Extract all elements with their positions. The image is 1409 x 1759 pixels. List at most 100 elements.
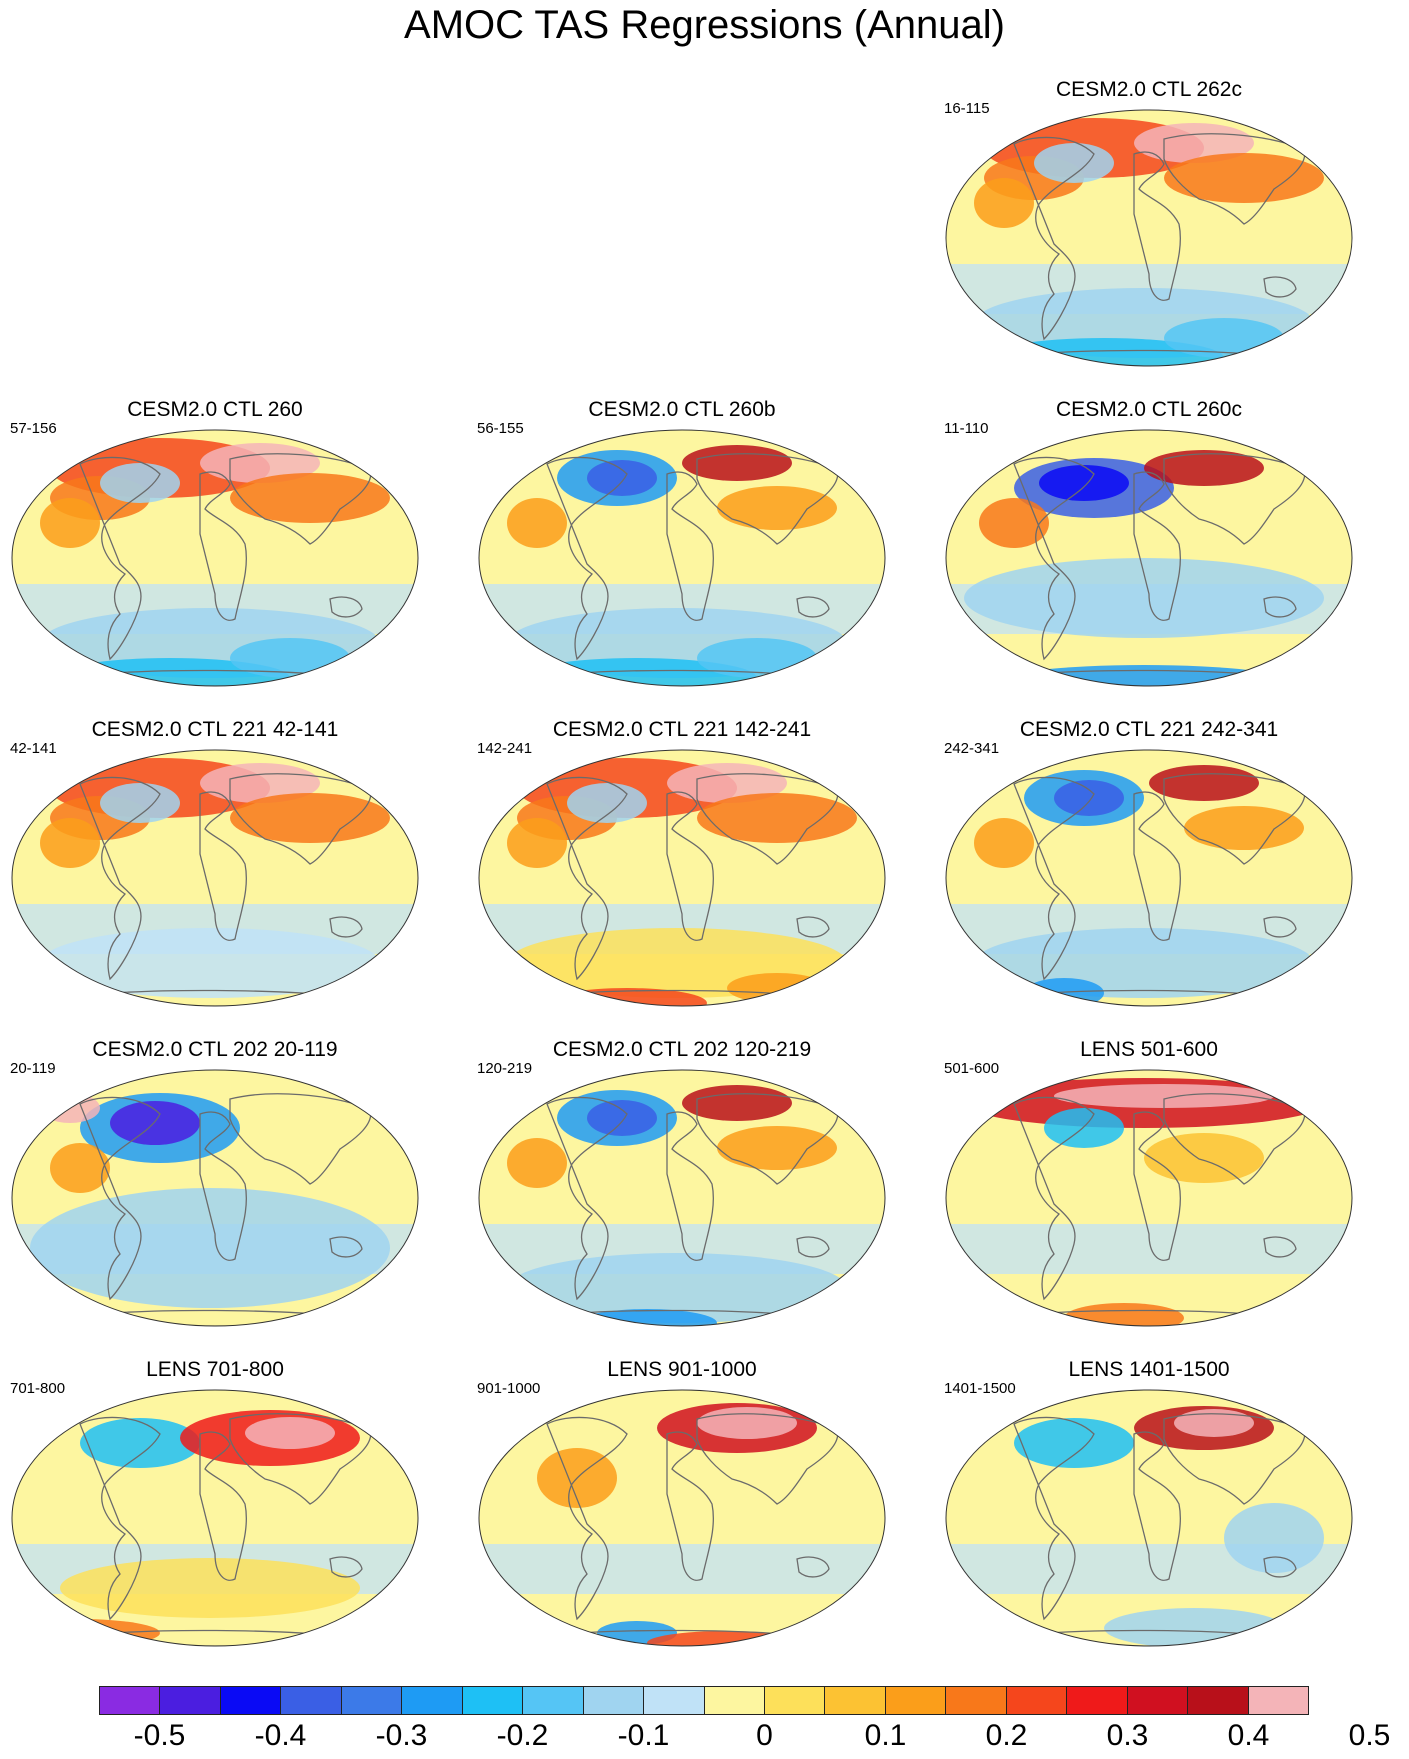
colorbar-box [462, 1687, 524, 1714]
coastline [546, 1096, 628, 1301]
coastline [696, 773, 839, 865]
map-field-patch [567, 783, 647, 823]
panel-title: CESM2.0 CTL 260b [588, 398, 776, 421]
coastline [199, 471, 247, 621]
map-outline [945, 109, 1353, 367]
colorbar [99, 1686, 1309, 1715]
map-field-patch [507, 1253, 847, 1323]
map-field-patch [50, 1143, 110, 1193]
map-outline [11, 1389, 419, 1647]
coastline [696, 1093, 839, 1185]
coastline [666, 791, 714, 941]
colorbar-tick-label: 0.1 [864, 1719, 907, 1752]
map-panel: LENS 501-600 501-600 [944, 1038, 1404, 1348]
panel-title: CESM2.0 CTL 262c [1056, 78, 1242, 101]
robinson-map [11, 1069, 419, 1327]
coastline [1263, 1556, 1297, 1578]
coastline [1263, 1236, 1297, 1258]
coastline [79, 1096, 161, 1301]
coastline [199, 791, 247, 941]
map-field-patch [1014, 1418, 1134, 1468]
coastline [79, 776, 161, 981]
map-field-patch [1054, 1084, 1274, 1108]
robinson-map [945, 109, 1353, 367]
map-field-patch [1174, 1409, 1254, 1437]
map-field-patch [1224, 1503, 1324, 1573]
map-field-patch [727, 973, 827, 1003]
coastline [79, 456, 161, 661]
panel-year-range: 501-600 [944, 1060, 1000, 1077]
panel-title: CESM2.0 CTL 221 42-141 [91, 718, 339, 741]
robinson-map [945, 1389, 1353, 1647]
coastline [666, 1111, 714, 1261]
map-outline [11, 429, 419, 687]
map-field-patch [682, 1085, 792, 1121]
colorbar-tick-label: 0.5 [1348, 1719, 1391, 1752]
coastline [1013, 136, 1095, 341]
robinson-map [11, 429, 419, 687]
map-field-patch [717, 1126, 837, 1170]
coastline [1133, 471, 1181, 621]
coastline [796, 1236, 830, 1258]
panel-title: CESM2.0 CTL 260c [1056, 398, 1242, 421]
map-outline [478, 1069, 886, 1327]
map-field-patch [974, 178, 1034, 228]
map-outline [945, 1389, 1353, 1647]
map-field-patch [40, 498, 100, 548]
panel-year-range: 1401-1500 [944, 1380, 1016, 1397]
map-field-patch [507, 1138, 567, 1188]
coastline [666, 471, 714, 621]
map-field-patch [507, 498, 567, 548]
coastline [1163, 1413, 1306, 1505]
panel-year-range: 242-341 [944, 740, 1000, 757]
coastline [1163, 1093, 1306, 1185]
panel-year-range: 142-241 [477, 740, 533, 757]
panel-title: LENS 701-800 [146, 1358, 284, 1381]
map-outline [11, 1069, 419, 1327]
colorbar-box [1127, 1687, 1189, 1714]
panel-title: LENS 1401-1500 [1068, 1358, 1230, 1381]
colorbar-tick-label: 0.2 [985, 1719, 1028, 1752]
robinson-map [945, 429, 1353, 687]
coastline [1013, 1416, 1095, 1621]
colorbar-box [825, 1687, 886, 1714]
robinson-map [478, 1069, 886, 1327]
map-field-patch [587, 1100, 657, 1136]
colorbar-box [946, 1687, 1007, 1714]
map-field-patch [245, 1417, 335, 1449]
coastline [1263, 276, 1297, 298]
map-field-patch [697, 1407, 797, 1439]
colorbar-box [704, 1687, 765, 1714]
map-panel: CESM2.0 CTL 262c 16-115 [944, 78, 1404, 388]
colorbar-box [523, 1687, 584, 1714]
colorbar-box [1067, 1687, 1128, 1714]
panel-year-range: 57-156 [10, 420, 57, 437]
robinson-map [478, 429, 886, 687]
colorbar-box [764, 1687, 826, 1714]
coastline [229, 773, 372, 865]
map-field-patch [1164, 153, 1324, 203]
colorbar-box [341, 1687, 403, 1714]
panel-title: LENS 901-1000 [607, 1358, 757, 1381]
map-field-patch [974, 928, 1314, 998]
map-field-patch [1039, 465, 1129, 501]
map-panel: CESM2.0 CTL 202 120-219 120-219 [477, 1038, 937, 1348]
coastline [329, 916, 363, 938]
coastline [546, 1416, 628, 1621]
colorbar-tick-label: -0.5 [133, 1719, 186, 1752]
map-field-patch [1064, 1303, 1184, 1326]
map-field-patch [979, 498, 1049, 548]
map-field-patch [40, 818, 100, 868]
colorbar-box [1188, 1687, 1249, 1714]
map-field-patch [994, 665, 1294, 686]
map-outline [11, 749, 419, 1007]
colorbar-box [281, 1687, 342, 1714]
colorbar-box [220, 1687, 282, 1714]
map-field-patch [110, 1101, 200, 1145]
robinson-map [478, 1389, 886, 1647]
colorbar-tick-label: -0.4 [254, 1719, 307, 1752]
colorbar-tick-label: -0.2 [496, 1719, 549, 1752]
coastline [1133, 791, 1181, 941]
map-field-patch [717, 486, 837, 530]
map-field-patch [682, 445, 792, 481]
